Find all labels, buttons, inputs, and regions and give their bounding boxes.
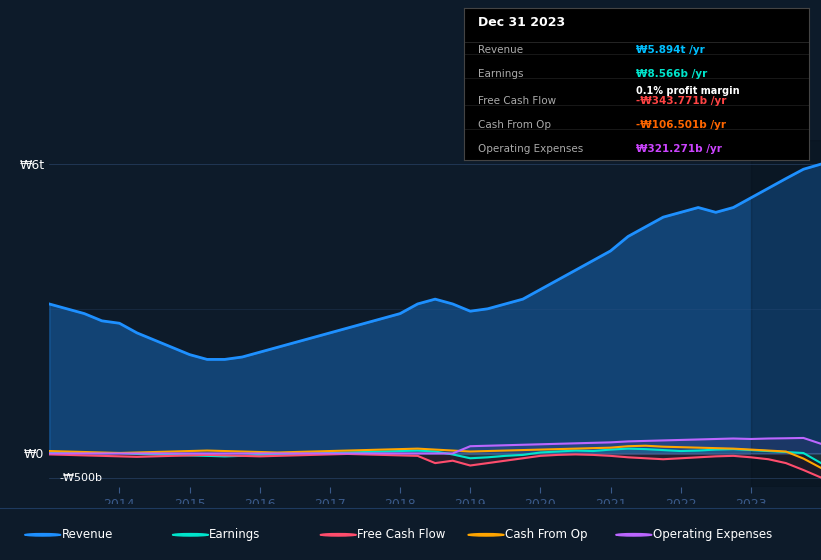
Text: -₩343.771b /yr: -₩343.771b /yr xyxy=(636,96,727,106)
Text: Operating Expenses: Operating Expenses xyxy=(653,528,772,542)
Text: 0.1% profit margin: 0.1% profit margin xyxy=(636,86,740,96)
Text: Operating Expenses: Operating Expenses xyxy=(478,144,583,155)
Text: Dec 31 2023: Dec 31 2023 xyxy=(478,16,565,29)
Bar xyxy=(751,140,821,487)
Text: ₩321.271b /yr: ₩321.271b /yr xyxy=(636,144,722,155)
Text: ₩8.566b /yr: ₩8.566b /yr xyxy=(636,69,708,79)
Text: -₩500b: -₩500b xyxy=(60,473,103,483)
Text: Earnings: Earnings xyxy=(478,69,523,79)
Circle shape xyxy=(320,534,356,536)
Circle shape xyxy=(616,534,652,536)
Text: Free Cash Flow: Free Cash Flow xyxy=(357,528,446,542)
Text: Cash From Op: Cash From Op xyxy=(505,528,587,542)
Text: Revenue: Revenue xyxy=(62,528,113,542)
Text: Revenue: Revenue xyxy=(478,45,523,55)
Circle shape xyxy=(25,534,61,536)
Text: Free Cash Flow: Free Cash Flow xyxy=(478,96,556,106)
Text: ₩5.894t /yr: ₩5.894t /yr xyxy=(636,45,705,55)
Text: Cash From Op: Cash From Op xyxy=(478,120,551,130)
Circle shape xyxy=(468,534,504,536)
Circle shape xyxy=(172,534,209,536)
Text: Earnings: Earnings xyxy=(209,528,261,542)
Text: -₩106.501b /yr: -₩106.501b /yr xyxy=(636,120,727,130)
